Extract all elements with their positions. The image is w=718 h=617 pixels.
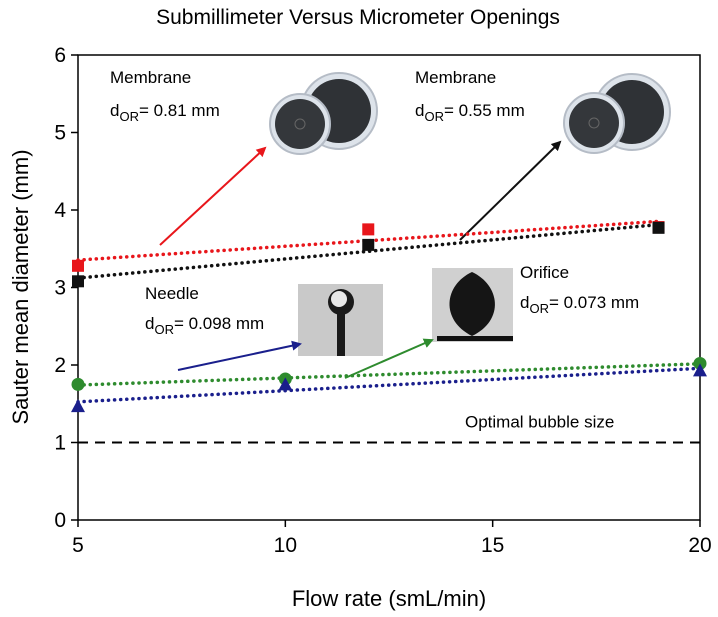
y-tick-label: 4 [54,199,66,222]
annotation-d: d [415,101,424,120]
annotation-value: = 0.81 mm [139,101,220,120]
marker [71,399,85,413]
x-tick-label: 20 [688,534,711,557]
annotation-value: = 0.55 mm [444,101,525,120]
annotation-sub: OR [424,109,444,124]
annotation-title: Membrane [415,68,496,87]
y-axis-label: Sauter mean diameter (mm) [8,149,33,424]
y-tick-label: 2 [54,354,66,377]
annotation-sub: OR [154,322,174,337]
annotation-value: = 0.098 mm [174,314,264,333]
reference-label: Optimal bubble size [465,413,614,432]
x-tick-label: 15 [481,534,504,557]
y-tick-label: 3 [54,277,66,300]
x-tick-label: 5 [72,534,84,557]
x-tick-label: 10 [274,534,297,557]
y-tick-label: 1 [54,432,66,455]
marker [72,275,84,288]
y-tick-label: 5 [54,122,66,145]
annotation-d: d [520,293,529,312]
trend-line [76,366,702,404]
y-tick-label: 0 [54,509,66,532]
marker [71,377,85,391]
trend-line [76,222,661,280]
annotation-value: = 0.073 mm [549,293,639,312]
annotation-text: dOR= 0.073 mm [520,293,639,316]
annotation-d: d [145,314,154,333]
annotation-sub: OR [119,109,139,124]
annotation-text: dOR= 0.81 mm [110,101,220,124]
orifice-image [432,268,513,342]
arrow [159,146,267,246]
annotation-title: Orifice [520,263,569,282]
arrow [344,338,434,379]
y-tick-label: 6 [54,44,66,67]
trend-line [76,219,661,262]
marker [652,221,665,234]
annotation-title: Membrane [110,68,191,87]
annotation-title: Needle [145,284,199,303]
membrane-image [563,73,671,154]
annotation-text: dOR= 0.098 mm [145,314,264,337]
marker [278,377,293,391]
marker [362,223,375,236]
marker [693,363,707,377]
annotation-sub: OR [529,301,549,316]
arrow [177,340,302,371]
annotation-d: d [110,101,119,120]
chart-title: Submillimeter Versus Micrometer Openings [156,6,560,29]
annotation-text: dOR= 0.55 mm [415,101,525,124]
marker [72,259,84,272]
marker [362,238,375,251]
trend-line [76,362,702,387]
membrane-image [269,72,378,155]
x-axis-label: Flow rate (smL/min) [292,586,486,611]
arrow [459,140,562,241]
needle-image [298,284,383,356]
